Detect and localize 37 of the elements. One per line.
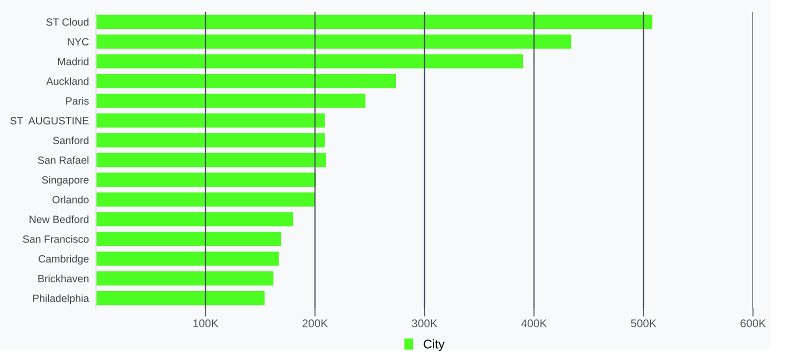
x-tick-label: 600K <box>740 319 766 328</box>
bar <box>96 232 282 246</box>
bar <box>96 252 279 266</box>
bar <box>96 271 274 286</box>
y-tick-label: NYC <box>68 38 89 46</box>
x-tick-label: 100K <box>193 319 218 328</box>
y-tick-label: Madrid <box>58 58 88 66</box>
x-tick-label: 400K <box>521 319 547 328</box>
y-tick-label: Cambridge <box>38 254 89 265</box>
bar <box>96 291 265 306</box>
bar <box>96 94 366 108</box>
legend-label: City <box>424 339 445 351</box>
x-tick-label: 200K <box>302 319 328 328</box>
bar <box>96 152 326 168</box>
bar <box>96 212 294 226</box>
y-tick-label: Sanford <box>53 136 88 144</box>
bar <box>96 192 315 207</box>
y-tick-label: ST AUGUSTINE <box>10 117 89 124</box>
bar <box>96 172 316 187</box>
bar <box>96 133 325 148</box>
bar <box>96 113 325 128</box>
bar <box>96 34 572 49</box>
y-tick-label: Philadelphia <box>33 294 90 304</box>
y-tick-label: Singapore <box>42 176 89 186</box>
x-tick-label: 500K <box>630 319 656 328</box>
y-tick-label: Paris <box>66 97 89 105</box>
bar <box>96 14 652 29</box>
y-tick-label: San Rafael <box>38 156 88 164</box>
y-tick-label: Auckland <box>46 77 88 85</box>
y-tick-label: ST Cloud <box>46 18 88 26</box>
x-tick-label: 300K <box>412 319 438 328</box>
y-tick-label: New Bedford <box>30 215 88 224</box>
y-tick-label: Orlando <box>52 196 89 204</box>
bar <box>96 54 524 68</box>
y-tick-label: Brickhaven <box>38 274 88 282</box>
y-tick-label: San Francisco <box>22 235 89 243</box>
bar <box>96 74 396 88</box>
